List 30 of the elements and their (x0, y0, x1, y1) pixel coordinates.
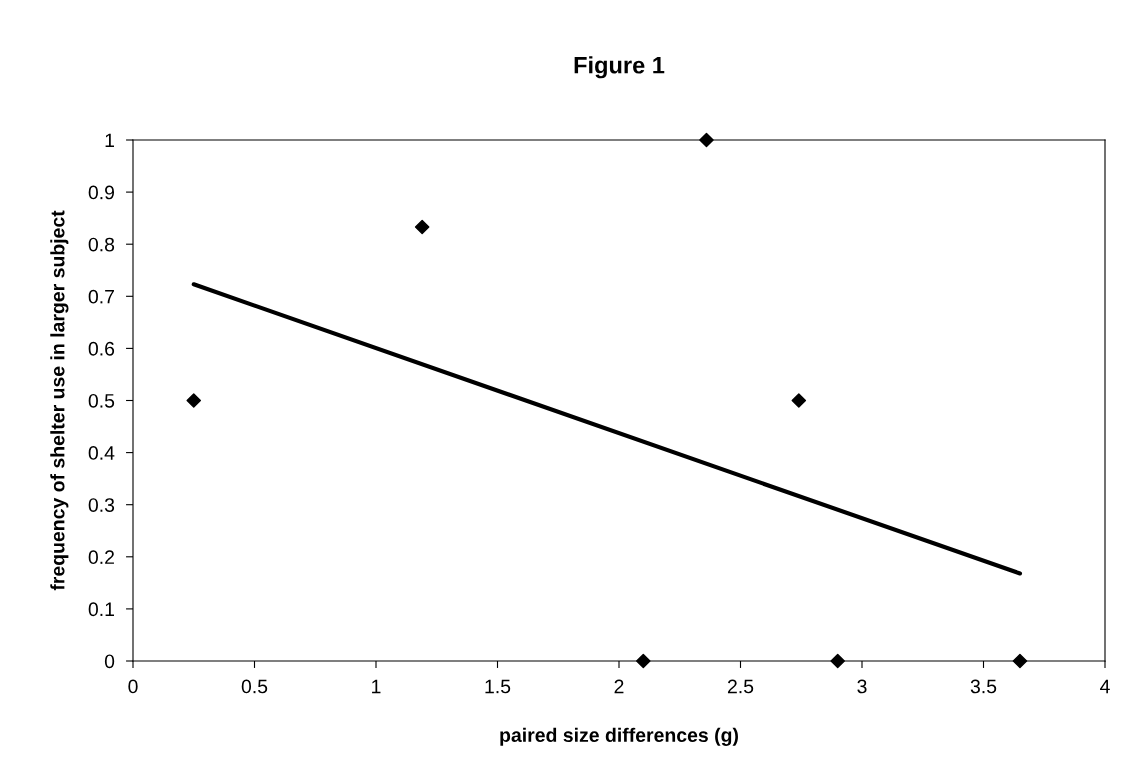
y-tick-label: 0 (104, 654, 115, 669)
x-tick-label: 3.5 (970, 679, 997, 694)
y-tick-label: 1 (105, 133, 114, 148)
y-tick-label: 0.6 (88, 341, 115, 356)
x-axis-title: paired size differences (g) (500, 727, 738, 746)
x-tick-label: 0.5 (241, 679, 268, 694)
point (791, 393, 807, 408)
point (414, 219, 430, 235)
y-tick-label: 0.4 (88, 446, 115, 460)
y-tick-label: 0.5 (88, 393, 115, 408)
x-tick-label: 1 (372, 679, 381, 694)
y-axis-title: frequency of shelter use in larger subject (50, 210, 69, 591)
point (636, 653, 651, 669)
x-tick-label: 2 (614, 679, 624, 694)
y-tick-label: 0.9 (88, 185, 115, 200)
y-tick-label: 0.3 (88, 498, 115, 512)
point (1012, 653, 1028, 669)
y-tick-label: 0.7 (88, 289, 114, 304)
point (186, 393, 202, 408)
chart-title: Figure 1 (574, 56, 665, 79)
x-tick-label: 1.5 (485, 679, 511, 694)
y-tick-label: 0.2 (88, 550, 114, 565)
y-tick-label: 0.1 (88, 602, 114, 617)
x-tick-label: 4 (1100, 679, 1110, 694)
x-tick-label: 3 (857, 679, 867, 694)
point (830, 653, 845, 669)
x-tick-label: 2.5 (727, 679, 754, 694)
x-tick-label: 0 (128, 679, 138, 694)
point (699, 132, 714, 148)
y-tick-label: 0.8 (88, 237, 115, 252)
